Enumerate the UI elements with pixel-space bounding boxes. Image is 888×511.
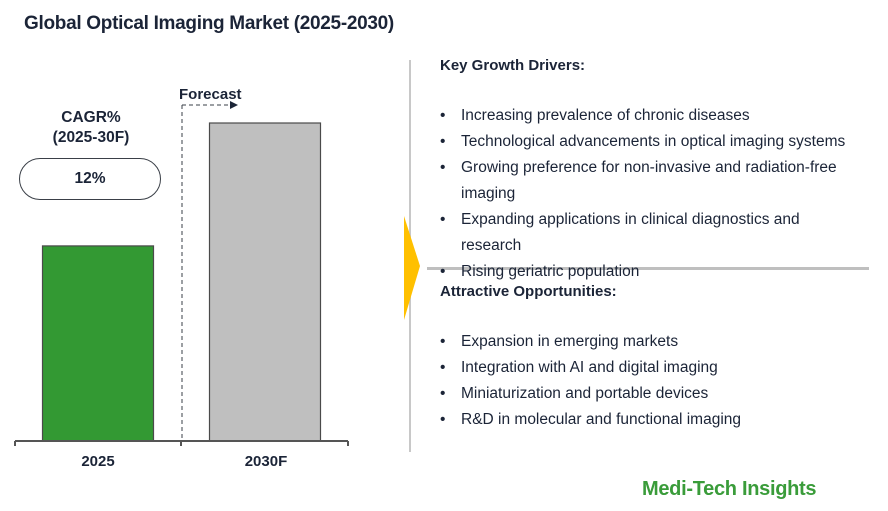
drivers-list: • Increasing prevalence of chronic diseas… xyxy=(440,103,860,285)
driver-item-text: Technological advancements in optical im… xyxy=(461,133,846,150)
drivers-heading: Key Growth Drivers: xyxy=(440,57,586,74)
horizontal-divider xyxy=(427,267,869,270)
driver-item: • Growing preference for non-invasive and… xyxy=(440,155,860,207)
forecast-label: Forecast xyxy=(179,86,242,103)
driver-item-text: Increasing prevalence of chronic disease… xyxy=(461,107,750,124)
x-tick-label-2030f: 2030F xyxy=(244,453,288,470)
chevron-right-icon xyxy=(404,216,420,320)
opportunity-item-text: Expansion in emerging markets xyxy=(461,333,679,350)
page-title: Global Optical Imaging Market (2025-2030… xyxy=(24,13,394,34)
bullet-icon: • xyxy=(440,133,446,150)
opportunities-heading: Attractive Opportunities: xyxy=(440,283,617,300)
bar-chart xyxy=(14,101,349,446)
bullet-icon: • xyxy=(440,333,446,350)
opportunity-item: • Miniaturization and portable devices xyxy=(440,381,860,407)
driver-item: • Increasing prevalence of chronic diseas… xyxy=(440,103,860,129)
opportunity-item-text: R&D in molecular and functional imaging xyxy=(461,411,742,428)
driver-item: • Rising geriatric population xyxy=(440,259,860,285)
opportunities-list: • Expansion in emerging markets • Integrati… xyxy=(440,329,860,433)
opportunity-item: • R&D in molecular and functional imaging xyxy=(440,407,860,433)
driver-item-text: Expanding applications in clinical diagn… xyxy=(461,211,800,254)
driver-item-text: Rising geriatric population xyxy=(461,263,640,280)
cagr-label-line2: (2025-30F) xyxy=(52,129,130,146)
brand-logo: Medi-Tech Insights xyxy=(642,478,817,500)
opportunity-item: • Integration with AI and digital imaging xyxy=(440,355,860,381)
bar-2025 xyxy=(41,245,155,442)
bullet-icon: • xyxy=(440,359,446,376)
bullet-icon: • xyxy=(440,385,446,402)
cagr-label-line1: CAGR% xyxy=(61,109,121,126)
bullet-icon: • xyxy=(440,211,446,228)
cagr-value: 12% xyxy=(74,170,106,187)
bullet-icon: • xyxy=(440,107,446,124)
bar-2030f xyxy=(208,122,322,442)
cagr-value-badge: 12% xyxy=(19,158,161,200)
driver-item-text: Growing preference for non-invasive and … xyxy=(461,159,837,202)
cagr-label: CAGR% (2025-30F) xyxy=(20,108,162,148)
bullet-icon: • xyxy=(440,159,446,176)
forecast-arrowhead-icon xyxy=(230,101,238,109)
driver-item: • Technological advancements in optical i… xyxy=(440,129,860,155)
opportunity-item: • Expansion in emerging markets xyxy=(440,329,860,355)
driver-item: • Expanding applications in clinical diag… xyxy=(440,207,860,259)
bullet-icon: • xyxy=(440,411,446,428)
bullet-icon: • xyxy=(440,263,446,280)
opportunity-item-text: Miniaturization and portable devices xyxy=(461,385,709,402)
opportunity-item-text: Integration with AI and digital imaging xyxy=(461,359,718,376)
x-tick-label-2025: 2025 xyxy=(81,453,115,470)
